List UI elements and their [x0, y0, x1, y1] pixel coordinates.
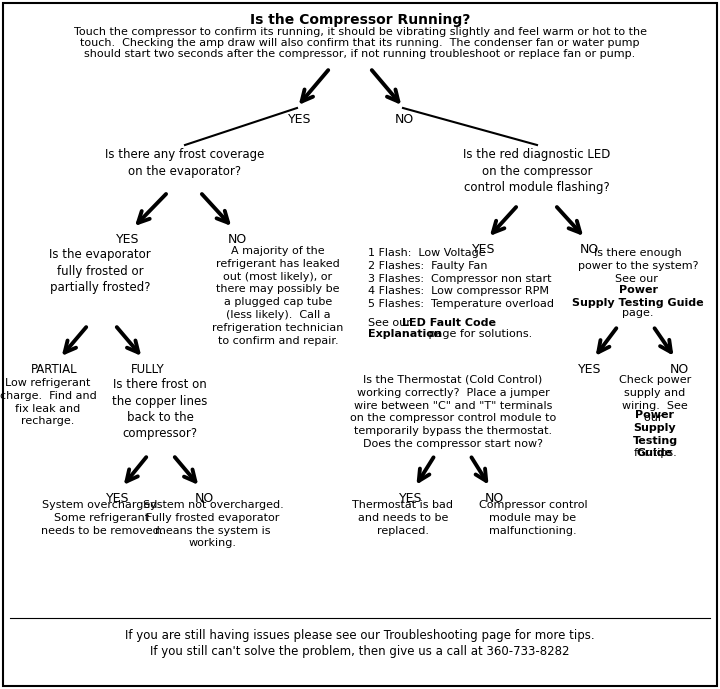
Text: for tips.: for tips.	[634, 448, 676, 458]
Text: Power
Supply Testing Guide: Power Supply Testing Guide	[572, 285, 704, 308]
Text: page for solutions.: page for solutions.	[425, 329, 532, 339]
Text: 1 Flash:  Low Voltage
2 Flashes:  Faulty Fan
3 Flashes:  Compressor non start
4 : 1 Flash: Low Voltage 2 Flashes: Faulty F…	[368, 248, 554, 309]
Text: Low refrigerant
charge.  Find and
fix leak and
recharge.: Low refrigerant charge. Find and fix lea…	[0, 378, 96, 426]
Text: Is the Thermostat (Cold Control)
working correctly?  Place a jumper
wire between: Is the Thermostat (Cold Control) working…	[350, 375, 556, 449]
Text: A majority of the
refrigerant has leaked
out (most likely), or
there may possibl: A majority of the refrigerant has leaked…	[212, 246, 343, 346]
Text: YES: YES	[107, 492, 130, 505]
Text: LED Fault Code: LED Fault Code	[402, 318, 496, 328]
Text: If you are still having issues please see our Troubleshooting page for more tips: If you are still having issues please se…	[125, 629, 595, 642]
Text: Thermostat is bad
and needs to be
replaced.: Thermostat is bad and needs to be replac…	[353, 500, 454, 535]
Text: NO: NO	[194, 492, 214, 505]
Text: PARTIAL: PARTIAL	[31, 363, 77, 376]
Text: See our: See our	[368, 318, 415, 328]
Text: Power
Supply
Testing
Guide: Power Supply Testing Guide	[632, 410, 678, 458]
Text: NO: NO	[670, 363, 688, 376]
Text: NO: NO	[580, 243, 598, 256]
Text: NO: NO	[228, 233, 247, 246]
Text: should start two seconds after the compressor, if not running troubleshoot or re: should start two seconds after the compr…	[84, 49, 636, 59]
Text: FULLY: FULLY	[131, 363, 165, 376]
Text: Is the Compressor Running?: Is the Compressor Running?	[250, 13, 470, 27]
Text: NO: NO	[395, 113, 413, 126]
Text: Touch the compressor to confirm its running, it should be vibrating slightly and: Touch the compressor to confirm its runn…	[73, 27, 647, 37]
Text: YES: YES	[116, 233, 140, 246]
Text: YES: YES	[288, 113, 312, 126]
Text: YES: YES	[472, 243, 496, 256]
Text: Is there any frost coverage
on the evaporator?: Is there any frost coverage on the evapo…	[105, 148, 265, 178]
Text: System overcharged.
Some refrigerant
needs to be removed.: System overcharged. Some refrigerant nee…	[41, 500, 163, 535]
Text: Is there frost on
the copper lines
back to the
compressor?: Is there frost on the copper lines back …	[112, 378, 207, 440]
Text: Compressor control
module may be
malfunctioning.: Compressor control module may be malfunc…	[479, 500, 588, 535]
Text: Is the red diagnostic LED
on the compressor
control module flashing?: Is the red diagnostic LED on the compres…	[463, 148, 611, 194]
Text: Explanation: Explanation	[368, 329, 442, 339]
Text: If you still can't solve the problem, then give us a call at 360-733-8282: If you still can't solve the problem, th…	[150, 645, 570, 658]
Text: YES: YES	[400, 492, 423, 505]
Text: page.: page.	[622, 308, 654, 318]
Text: Check power
supply and
wiring.  See
our: Check power supply and wiring. See our	[619, 375, 691, 424]
Text: YES: YES	[578, 363, 602, 376]
Text: NO: NO	[485, 492, 503, 505]
Text: Is there enough
power to the system?
See our: Is there enough power to the system? See…	[577, 248, 698, 284]
Text: touch.  Checking the amp draw will also confirm that its running.  The condenser: touch. Checking the amp draw will also c…	[80, 38, 640, 48]
Text: Is the evaporator
fully frosted or
partially frosted?: Is the evaporator fully frosted or parti…	[49, 248, 151, 294]
Text: System not overcharged.
Fully frosted evaporator
means the system is
working.: System not overcharged. Fully frosted ev…	[143, 500, 284, 548]
